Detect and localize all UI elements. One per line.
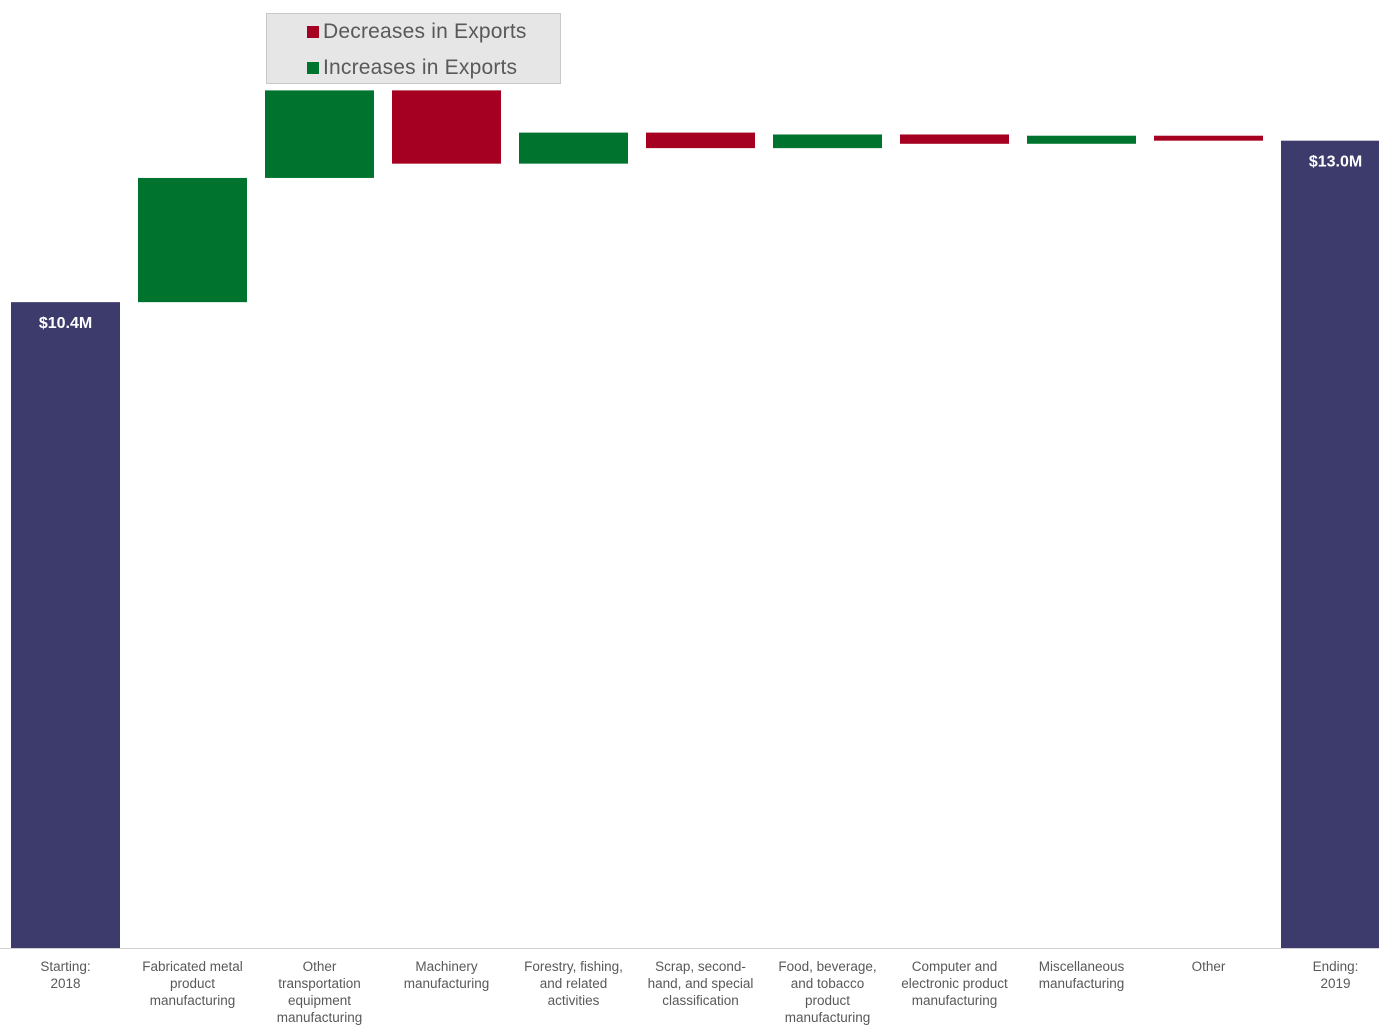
x-tick-label-line: manufacturing <box>276 1010 363 1025</box>
x-tick-label-line: Forestry, fishing, <box>524 959 623 974</box>
x-tick-label-line: Other <box>1191 959 1226 974</box>
x-tick-label-line: manufacturing <box>1038 976 1125 991</box>
total-bar <box>11 302 120 949</box>
decrease-bar <box>1154 135 1263 141</box>
total-bar <box>1281 140 1379 948</box>
x-tick-label-line: manufacturing <box>784 1010 871 1025</box>
bar-value-label: $13.0M <box>1309 154 1362 171</box>
x-tick-label: Miscellaneous manufacturing <box>1020 958 1144 992</box>
decrease-bar <box>646 132 755 149</box>
x-tick-label-line: equipment <box>287 993 352 1008</box>
x-tick-label: Forestry, fishing, and related activities <box>512 958 636 1009</box>
x-tick-label-line: manufacturing <box>911 993 998 1008</box>
value-labels-group: $10.4M $13.0M <box>39 154 1362 332</box>
increase-bar <box>773 134 882 149</box>
x-tick-label-line: 2019 <box>1320 976 1351 991</box>
x-tick-label-line: Scrap, second- <box>655 959 746 974</box>
decrease-bar <box>900 134 1009 144</box>
x-tick-label: Fabricated metal product manufacturing <box>131 958 255 1009</box>
decrease-bar <box>392 90 501 164</box>
x-tick-label-line: product <box>804 993 851 1008</box>
increase-bar <box>519 132 628 164</box>
increase-bar <box>1027 135 1136 144</box>
x-tick-label-line: manufacturing <box>403 976 490 991</box>
x-tick-label: Food, beverage, and tobacco product manufac… <box>766 958 890 1026</box>
x-tick-label-line: Other <box>302 959 337 974</box>
x-tick-label-line: Starting: <box>40 959 91 974</box>
x-tick-label-line: Computer and <box>911 959 998 974</box>
x-tick-label: Other <box>1147 958 1271 975</box>
x-tick-label-line: manufacturing <box>149 993 236 1008</box>
x-tick-label: Starting: 2018 <box>4 958 128 992</box>
x-tick-label: Computer and electronic product manufactur… <box>893 958 1017 1009</box>
legend: Decreases in Exports Increases in Export… <box>266 13 561 84</box>
legend-item-decrease: Decreases in Exports <box>307 20 527 44</box>
x-tick-label-line: and related <box>539 976 608 991</box>
legend-label-decrease: Decreases in Exports <box>323 20 527 43</box>
x-tick-label: Machinery manufacturing <box>385 958 509 992</box>
x-tick-label: Ending: 2019 <box>1274 958 1379 992</box>
x-tick-label-line: Miscellaneous <box>1038 959 1125 974</box>
bars-group <box>11 90 1379 949</box>
x-tick-label-line: and tobacco <box>790 976 865 991</box>
x-tick-label-line: 2018 <box>50 976 81 991</box>
legend-swatch-decrease <box>307 26 319 38</box>
x-tick-label: Scrap, second-hand, and special classific… <box>639 958 763 1009</box>
legend-item-increase: Increases in Exports <box>307 56 517 80</box>
x-tick-label-line: hand, and special <box>647 976 754 991</box>
legend-swatch-increase <box>307 62 319 74</box>
x-tick-label-line: Ending: <box>1312 959 1359 974</box>
x-tick-label-line: classification <box>662 993 739 1008</box>
x-tick-label-line: electronic product <box>901 976 1008 991</box>
bar-value-label: $10.4M <box>39 315 92 332</box>
x-tick-label-line: Food, beverage, <box>778 959 877 974</box>
x-tick-label: Other transportation equipment manufacturin… <box>258 958 382 1026</box>
x-tick-label-line: transportation <box>278 976 361 991</box>
increase-bar <box>265 90 374 178</box>
x-tick-label-line: Machinery <box>415 959 478 974</box>
legend-label-increase: Increases in Exports <box>323 56 518 79</box>
x-tick-label-line: Fabricated metal <box>142 959 243 974</box>
x-tick-label-line: activities <box>547 993 600 1008</box>
increase-bar <box>138 177 247 303</box>
x-tick-label-line: product <box>169 976 216 991</box>
